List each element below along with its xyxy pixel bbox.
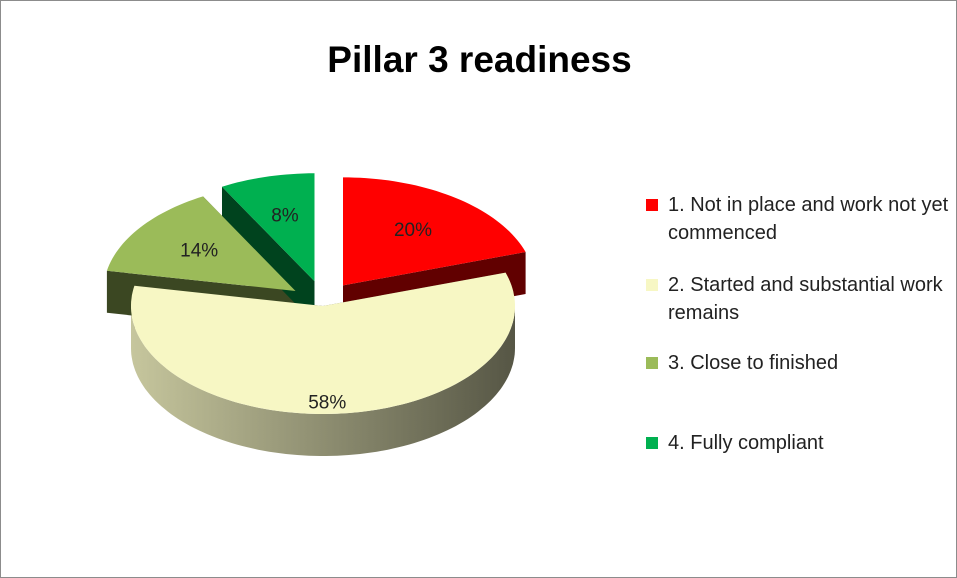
legend-label: 3. Close to finished bbox=[668, 352, 839, 374]
slice bbox=[131, 272, 515, 414]
value-label: 14% bbox=[180, 241, 218, 262]
chart-title: Pillar 3 readiness bbox=[327, 39, 632, 80]
legend-swatch bbox=[646, 199, 658, 211]
value-labels: 20% 58% 14% 8% bbox=[180, 205, 432, 413]
value-label: 20% bbox=[394, 220, 432, 241]
legend-label: 1. Not in place and work not yet commenc… bbox=[668, 194, 949, 244]
legend-label: 4. Fully compliant bbox=[668, 432, 824, 454]
value-label: 58% bbox=[308, 393, 346, 414]
legend-item: 4. Fully compliant bbox=[646, 429, 951, 457]
legend-item: 1. Not in place and work not yet commenc… bbox=[646, 191, 951, 247]
slice bbox=[106, 196, 296, 291]
pie-area: 20% 58% 14% 8% bbox=[106, 173, 526, 456]
legend-item: 2. Started and substantial work remains bbox=[646, 271, 951, 327]
slice-tops bbox=[106, 173, 526, 414]
legend-swatch bbox=[646, 437, 658, 449]
slice bbox=[343, 177, 526, 286]
legend-swatch bbox=[646, 357, 658, 369]
value-label: 8% bbox=[271, 205, 299, 226]
legend-swatch bbox=[646, 279, 658, 291]
slice-wall bbox=[131, 306, 515, 456]
slice bbox=[222, 173, 315, 282]
legend-item: 3. Close to finished bbox=[646, 349, 951, 377]
legend-label: 2. Started and substantial work remains bbox=[668, 274, 943, 324]
